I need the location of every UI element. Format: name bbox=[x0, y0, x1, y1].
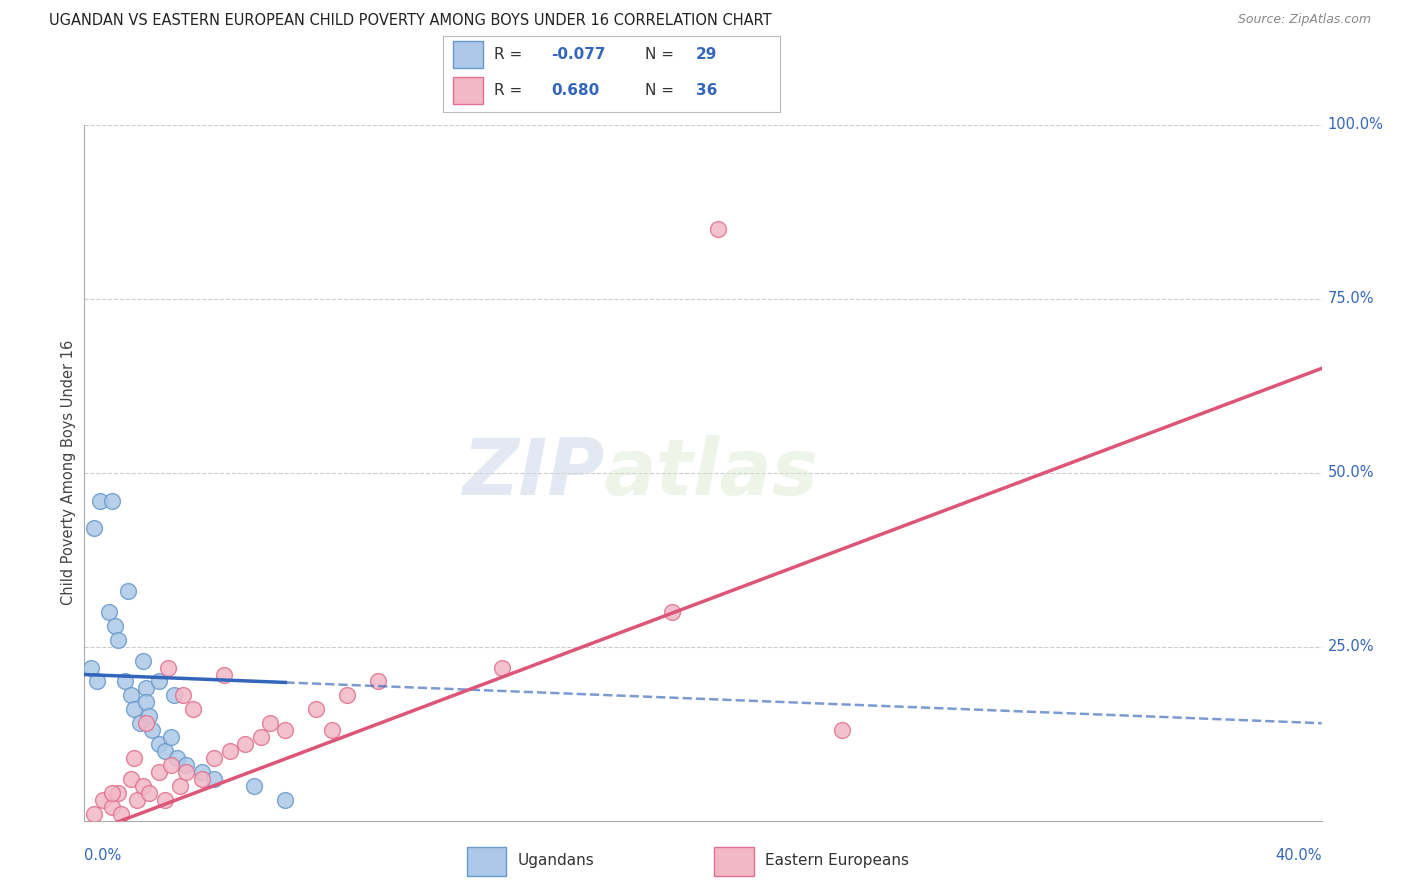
Point bbox=[169, 779, 191, 793]
Point bbox=[89, 493, 111, 508]
Point bbox=[274, 723, 297, 738]
Point bbox=[101, 493, 124, 508]
Point bbox=[83, 521, 105, 535]
Text: 0.0%: 0.0% bbox=[84, 848, 121, 863]
Point bbox=[148, 674, 170, 689]
Point bbox=[101, 786, 124, 800]
Point bbox=[107, 632, 129, 647]
Point bbox=[218, 744, 240, 758]
Point bbox=[321, 723, 343, 738]
Point bbox=[120, 772, 142, 786]
Point bbox=[114, 674, 136, 689]
Point bbox=[259, 716, 281, 731]
Point bbox=[491, 660, 513, 674]
Text: atlas: atlas bbox=[605, 434, 820, 511]
Point bbox=[91, 793, 114, 807]
Text: Eastern Europeans: Eastern Europeans bbox=[765, 854, 908, 868]
Point bbox=[79, 660, 101, 674]
Point bbox=[135, 716, 157, 731]
Text: 75.0%: 75.0% bbox=[1327, 292, 1374, 306]
Text: 50.0%: 50.0% bbox=[1327, 466, 1374, 480]
Point bbox=[160, 758, 183, 772]
Point bbox=[336, 689, 359, 703]
Point bbox=[153, 793, 176, 807]
Point bbox=[135, 695, 157, 709]
Point bbox=[191, 764, 214, 779]
Text: 36: 36 bbox=[696, 83, 717, 98]
Point bbox=[181, 702, 204, 716]
Point bbox=[163, 689, 186, 703]
Point bbox=[148, 764, 170, 779]
Point bbox=[135, 681, 157, 696]
Point bbox=[202, 772, 225, 786]
Point bbox=[138, 786, 160, 800]
Point bbox=[176, 758, 198, 772]
Point bbox=[202, 751, 225, 765]
Point bbox=[138, 709, 160, 723]
Point bbox=[274, 793, 297, 807]
Point bbox=[166, 751, 188, 765]
Point bbox=[148, 737, 170, 751]
Point bbox=[153, 744, 176, 758]
Point bbox=[243, 779, 266, 793]
Point bbox=[212, 667, 235, 681]
Point bbox=[191, 772, 214, 786]
Point bbox=[129, 716, 152, 731]
Point bbox=[707, 222, 730, 236]
Point bbox=[122, 751, 145, 765]
Point bbox=[831, 723, 853, 738]
Point bbox=[117, 584, 139, 599]
Point bbox=[305, 702, 328, 716]
Point bbox=[661, 605, 683, 619]
Point bbox=[86, 674, 108, 689]
Point bbox=[104, 619, 127, 633]
Point bbox=[122, 702, 145, 716]
Text: Source: ZipAtlas.com: Source: ZipAtlas.com bbox=[1237, 13, 1371, 27]
Point bbox=[98, 605, 121, 619]
Point bbox=[107, 786, 129, 800]
Text: N =: N = bbox=[645, 83, 675, 98]
Text: 0.680: 0.680 bbox=[551, 83, 599, 98]
Point bbox=[110, 806, 132, 821]
Point bbox=[176, 764, 198, 779]
Y-axis label: Child Poverty Among Boys Under 16: Child Poverty Among Boys Under 16 bbox=[60, 340, 76, 606]
Bar bbox=[467, 847, 506, 876]
Text: N =: N = bbox=[645, 47, 675, 62]
Point bbox=[83, 806, 105, 821]
Point bbox=[141, 723, 163, 738]
Text: 25.0%: 25.0% bbox=[1327, 640, 1374, 654]
Bar bbox=[714, 847, 754, 876]
Point bbox=[132, 779, 155, 793]
Point bbox=[233, 737, 256, 751]
Text: 40.0%: 40.0% bbox=[1275, 848, 1322, 863]
Point bbox=[156, 660, 179, 674]
Bar bbox=[453, 77, 484, 104]
Point bbox=[160, 730, 183, 744]
Point bbox=[367, 674, 389, 689]
Point bbox=[172, 689, 194, 703]
Point bbox=[120, 689, 142, 703]
Point bbox=[249, 730, 271, 744]
Point bbox=[101, 799, 124, 814]
Text: -0.077: -0.077 bbox=[551, 47, 606, 62]
Text: UGANDAN VS EASTERN EUROPEAN CHILD POVERTY AMONG BOYS UNDER 16 CORRELATION CHART: UGANDAN VS EASTERN EUROPEAN CHILD POVERT… bbox=[49, 13, 772, 29]
Text: 100.0%: 100.0% bbox=[1327, 118, 1384, 132]
Bar bbox=[453, 41, 484, 69]
Text: R =: R = bbox=[494, 47, 522, 62]
Text: 29: 29 bbox=[696, 47, 717, 62]
Text: Ugandans: Ugandans bbox=[517, 854, 595, 868]
Point bbox=[125, 793, 148, 807]
Text: ZIP: ZIP bbox=[461, 434, 605, 511]
Point bbox=[132, 654, 155, 668]
Text: R =: R = bbox=[494, 83, 522, 98]
